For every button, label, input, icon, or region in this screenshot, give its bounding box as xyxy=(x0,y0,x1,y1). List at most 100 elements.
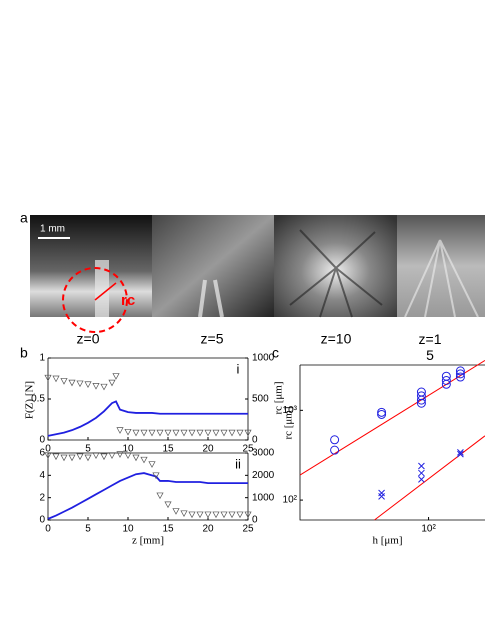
triangle-marker xyxy=(172,429,180,437)
circle-marker xyxy=(416,395,426,405)
triangle-marker xyxy=(116,451,124,458)
circle-marker xyxy=(377,409,387,419)
cross-marker xyxy=(418,462,425,470)
circle-marker xyxy=(330,435,340,445)
triangle-marker xyxy=(172,508,180,515)
circle-marker xyxy=(377,407,387,417)
axes-frame xyxy=(47,452,249,521)
circle-marker xyxy=(416,398,426,408)
photo-stripe xyxy=(95,260,109,317)
triangle-marker xyxy=(124,428,132,436)
photo-lines xyxy=(404,239,479,318)
triangle-marker xyxy=(188,429,196,437)
radius-line xyxy=(94,282,117,301)
radius-circle xyxy=(62,267,128,333)
triangle-marker xyxy=(52,453,60,461)
triangle-marker xyxy=(140,456,148,464)
y-tick-label: 0 xyxy=(39,515,45,526)
triangle-marker xyxy=(156,429,164,437)
circle-marker xyxy=(455,372,465,382)
triangle-marker xyxy=(68,454,76,462)
x-tick-label: 20 xyxy=(202,524,214,535)
triangle-marker xyxy=(60,454,68,462)
triangle-marker xyxy=(212,429,220,437)
triangle-marker xyxy=(164,429,172,437)
y2-tick-label: 1000 xyxy=(252,353,275,364)
y-axis-label: F(Z) [N] xyxy=(24,381,36,419)
y-tick-label: 0.5 xyxy=(31,394,45,405)
y2-tick-label: 500 xyxy=(252,394,269,405)
triangle-marker xyxy=(108,452,116,459)
photo xyxy=(397,215,485,317)
y-axis-label: rc [μm] xyxy=(283,406,295,439)
triangle-marker xyxy=(68,379,76,387)
y-tick-label: 10³ xyxy=(283,405,298,416)
photo-lines xyxy=(289,229,383,318)
circle-marker xyxy=(441,376,451,386)
triangle-marker xyxy=(180,429,188,437)
triangle-marker xyxy=(44,374,52,382)
triangle-marker xyxy=(100,383,108,391)
circle-marker xyxy=(455,369,465,379)
caption: z=10 xyxy=(321,331,352,347)
scale-bar-label: 1 mm xyxy=(40,224,65,235)
series-line xyxy=(47,400,248,437)
triangle-marker xyxy=(204,511,212,519)
triangle-marker xyxy=(116,427,124,434)
x-tick-label: 10 xyxy=(122,444,134,455)
x-tick-label: 15 xyxy=(162,524,174,535)
triangle-marker xyxy=(148,429,156,437)
x-tick-label: 5 xyxy=(85,524,91,535)
x-tick-label: 20 xyxy=(202,444,214,455)
cross-marker xyxy=(418,469,425,477)
circle-marker xyxy=(330,445,340,455)
y-tick-label: 0 xyxy=(39,435,45,446)
x-tick-label: 0 xyxy=(45,524,51,535)
panel-letter: a xyxy=(20,210,28,226)
triangle-marker xyxy=(84,381,92,388)
y2-tick-label: 0 xyxy=(252,435,258,446)
x-tick-label: 0 xyxy=(45,444,51,455)
x-tick-label: 15 xyxy=(162,444,174,455)
triangle-marker xyxy=(44,452,52,459)
circle-marker xyxy=(455,366,465,376)
triangle-marker xyxy=(132,429,140,437)
panel-letter: c xyxy=(272,345,279,361)
triangle-marker xyxy=(188,511,196,519)
triangle-marker xyxy=(52,375,60,383)
circle-marker xyxy=(416,391,426,401)
x-axis-label: h [μm] xyxy=(372,535,402,547)
triangle-marker xyxy=(84,454,92,462)
photo-stripe xyxy=(198,279,224,318)
triangle-marker xyxy=(220,511,228,519)
cross-marker xyxy=(457,450,464,458)
cross-marker xyxy=(457,449,464,456)
radius-label: rc xyxy=(121,292,135,309)
cross-marker xyxy=(378,489,385,497)
triangle-marker xyxy=(100,453,108,461)
x-tick-label: 10² xyxy=(421,524,436,535)
triangle-marker xyxy=(228,429,236,437)
triangle-marker xyxy=(152,472,160,480)
photo xyxy=(30,215,152,317)
x-tick-label: 5 xyxy=(85,444,91,455)
x-tick-label: 25 xyxy=(242,524,254,535)
y-tick-label: 10² xyxy=(283,495,298,506)
triangle-marker xyxy=(236,429,244,437)
triangle-marker xyxy=(236,511,244,519)
triangle-marker xyxy=(76,380,84,388)
triangle-marker xyxy=(92,452,100,459)
triangle-marker xyxy=(228,511,236,519)
triangle-marker xyxy=(164,501,172,509)
photo xyxy=(152,215,274,317)
series-line xyxy=(374,435,485,521)
triangle-marker xyxy=(112,373,120,380)
y2-tick-label: 0 xyxy=(252,515,258,526)
panel-letter: b xyxy=(20,345,28,361)
x-axis-label: z [mm] xyxy=(132,535,164,547)
triangle-marker xyxy=(220,429,228,437)
triangle-marker xyxy=(132,454,140,462)
y-tick-label: 4 xyxy=(39,470,45,481)
triangle-marker xyxy=(204,429,212,437)
